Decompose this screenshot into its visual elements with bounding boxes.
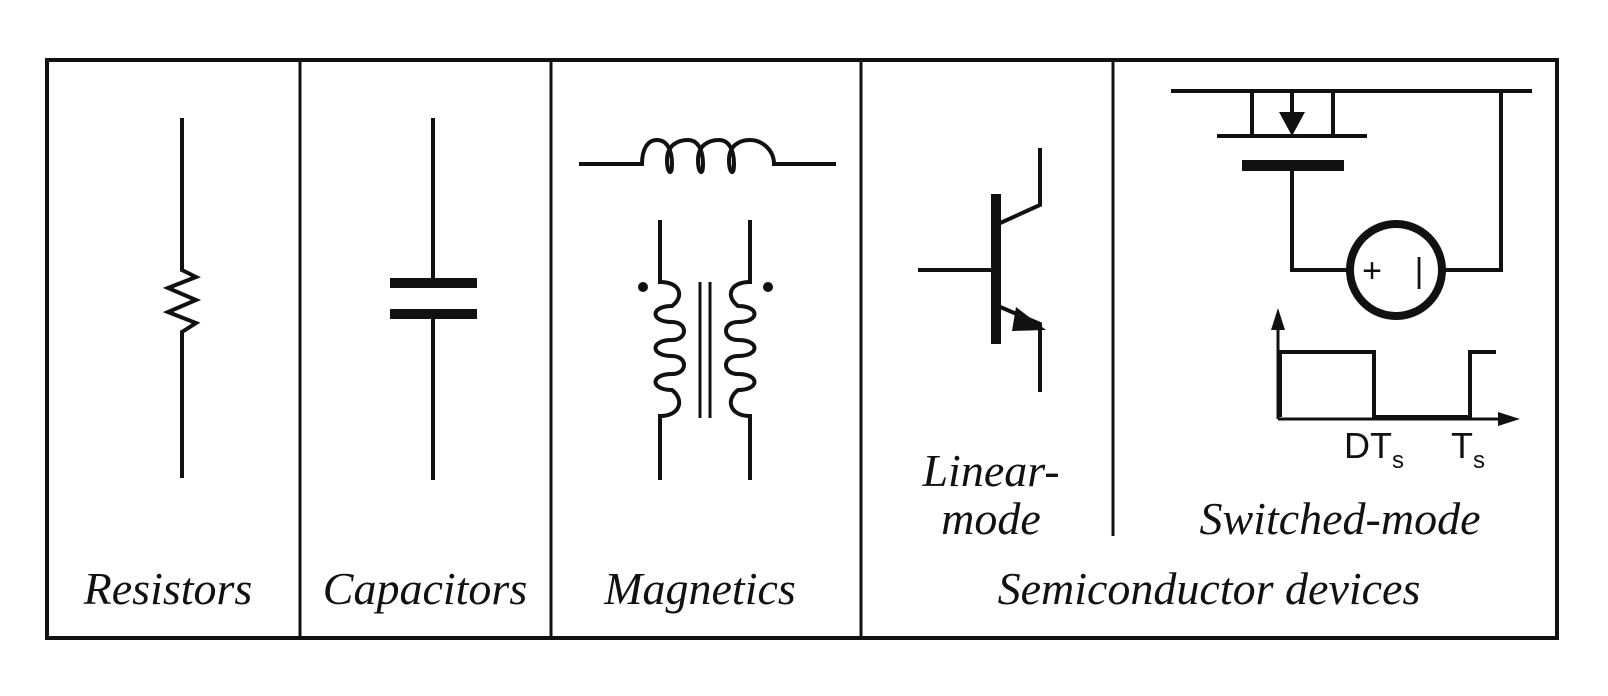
label-resistors: Resistors xyxy=(83,563,253,614)
transformer-symbol xyxy=(638,220,773,480)
mosfet-circuit: + | xyxy=(1171,89,1532,320)
voltage-source xyxy=(1346,220,1446,320)
bjt-symbol xyxy=(918,148,1046,392)
x-axis-arrow xyxy=(1498,412,1520,426)
tick-label-dts: DTs xyxy=(1344,425,1404,474)
label-capacitors: Capacitors xyxy=(323,563,527,614)
emitter-arrow xyxy=(1012,307,1046,331)
outer-frame xyxy=(45,58,1559,640)
inductor-symbol xyxy=(579,137,836,175)
polarity-dot-primary xyxy=(638,282,648,292)
resistor-symbol xyxy=(162,118,202,478)
y-axis-arrow xyxy=(1271,308,1285,330)
label-switched-mode: Switched-mode xyxy=(1199,493,1480,544)
label-linear-mode-line2: mode xyxy=(941,493,1041,544)
label-semiconductor-devices: Semiconductor devices xyxy=(998,563,1421,614)
label-magnetics: Magnetics xyxy=(603,563,796,614)
capacitor-symbol xyxy=(390,118,477,480)
source-minus-sign: | xyxy=(1415,252,1424,290)
source-plus-sign: + xyxy=(1362,252,1382,290)
polarity-dot-secondary xyxy=(763,282,773,292)
channel-arrow xyxy=(1279,112,1305,136)
tick-label-ts: Ts xyxy=(1451,425,1485,474)
switching-waveform: DTs Ts xyxy=(1271,308,1520,474)
label-linear-mode-line1: Linear- xyxy=(921,445,1059,496)
